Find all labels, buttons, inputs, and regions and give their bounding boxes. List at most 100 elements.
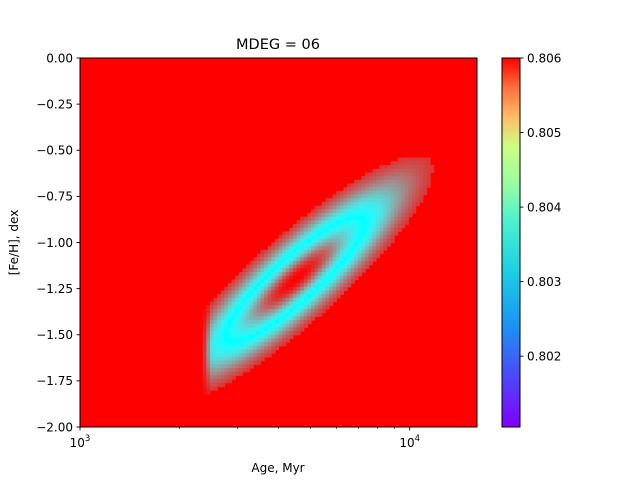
heatmap-cell — [285, 253, 290, 258]
heatmap-cell — [336, 212, 341, 218]
heatmap-cell — [365, 183, 370, 188]
heatmap-cell — [264, 308, 269, 314]
heatmap-cell — [292, 286, 298, 292]
heatmap-cell — [235, 301, 240, 306]
heatmap-cell — [318, 246, 323, 251]
heatmap-cell — [307, 216, 312, 221]
heatmap-cell — [209, 353, 215, 358]
heatmap-cell — [289, 283, 294, 288]
heatmap-cell — [282, 264, 287, 269]
heatmap-cell — [404, 212, 410, 218]
heatmap-cell — [238, 312, 244, 317]
heatmap-cell — [347, 257, 352, 262]
heatmap-cell — [292, 257, 298, 262]
heatmap-cell — [354, 194, 359, 199]
heatmap-cell — [264, 334, 269, 340]
heatmap-cell — [318, 268, 323, 273]
heatmap-cell — [390, 205, 395, 210]
heatmap-cell — [401, 201, 406, 207]
heatmap-cell — [202, 356, 207, 362]
heatmap-cell — [206, 360, 211, 365]
heatmap-cell — [379, 242, 384, 247]
heatmap-cell — [332, 268, 337, 273]
heatmap-cell — [361, 216, 366, 221]
heatmap-cell — [412, 168, 417, 173]
heatmap-cell — [365, 190, 370, 196]
heatmap-cell — [271, 301, 276, 306]
heatmap-cell — [246, 349, 251, 354]
heatmap-cell — [246, 323, 251, 328]
heatmap-cell — [372, 168, 377, 173]
heatmap-cell — [231, 316, 236, 321]
heatmap-cell — [397, 198, 402, 203]
heatmap-cell — [372, 253, 377, 258]
heatmap-cell — [325, 257, 330, 262]
heatmap-cell — [401, 172, 406, 177]
heatmap-cell — [264, 249, 269, 255]
heatmap-cell — [379, 190, 384, 196]
heatmap-cell — [336, 268, 341, 273]
heatmap-cell — [314, 290, 319, 295]
heatmap-cell — [422, 161, 428, 166]
heatmap-cell — [260, 260, 265, 266]
heatmap-cell — [307, 297, 312, 303]
heatmap-cell — [332, 205, 337, 210]
heatmap-cell — [206, 316, 211, 321]
heatmap-cell — [303, 227, 308, 233]
heatmap-cell — [318, 264, 323, 269]
heatmap-cell — [220, 323, 225, 328]
heatmap-cell — [217, 379, 222, 384]
heatmap-cell — [318, 283, 323, 288]
heatmap-cell — [213, 331, 218, 336]
heatmap-cell — [238, 305, 244, 310]
heatmap-cell — [412, 176, 417, 181]
heatmap-cell — [224, 349, 229, 354]
heatmap-cell — [238, 342, 244, 347]
heatmap-cell — [267, 349, 272, 354]
heatmap-cell — [249, 360, 254, 365]
heatmap-cell — [307, 242, 312, 247]
heatmap-cell — [329, 290, 334, 295]
heatmap-cell — [379, 183, 384, 188]
heatmap-cell — [256, 342, 262, 347]
heatmap-cell — [303, 305, 308, 310]
heatmap-cell — [354, 249, 359, 255]
heatmap-cell — [267, 319, 272, 325]
heatmap-cell — [397, 194, 402, 199]
heatmap-cell — [307, 312, 312, 317]
heatmap-cell — [354, 220, 359, 225]
heatmap-cell — [285, 264, 290, 269]
heatmap-cell — [285, 290, 290, 295]
heatmap-cell — [253, 319, 258, 325]
heatmap-cell — [227, 342, 233, 347]
heatmap-cell — [354, 227, 359, 233]
heatmap-cell — [202, 367, 207, 373]
heatmap-cell — [379, 205, 384, 210]
heatmap-cell — [325, 205, 330, 210]
heatmap-cell — [220, 308, 225, 314]
heatmap-cell — [231, 367, 236, 373]
heatmap-cell — [310, 209, 316, 214]
heatmap-cell — [397, 165, 402, 170]
heatmap-cell — [397, 187, 402, 192]
heatmap-cell — [343, 198, 348, 203]
heatmap-cell — [347, 183, 352, 188]
heatmap-cell — [357, 190, 363, 196]
heatmap-cell — [300, 297, 305, 303]
heatmap-cell — [246, 283, 251, 288]
heatmap-cell — [419, 161, 424, 166]
heatmap-cell — [350, 275, 355, 280]
heatmap-cell — [303, 272, 308, 277]
heatmap-cell — [368, 227, 373, 233]
heatmap-cell — [404, 209, 410, 214]
heatmap-cell — [314, 286, 319, 292]
heatmap-cell — [227, 360, 233, 365]
heatmap-cell — [209, 327, 215, 332]
heatmap-cell — [347, 201, 352, 207]
heatmap-cell — [292, 316, 298, 321]
heatmap-cell — [256, 353, 262, 358]
heatmap-cell — [303, 224, 308, 229]
heatmap-cell — [278, 305, 283, 310]
heatmap-cell — [260, 308, 265, 314]
